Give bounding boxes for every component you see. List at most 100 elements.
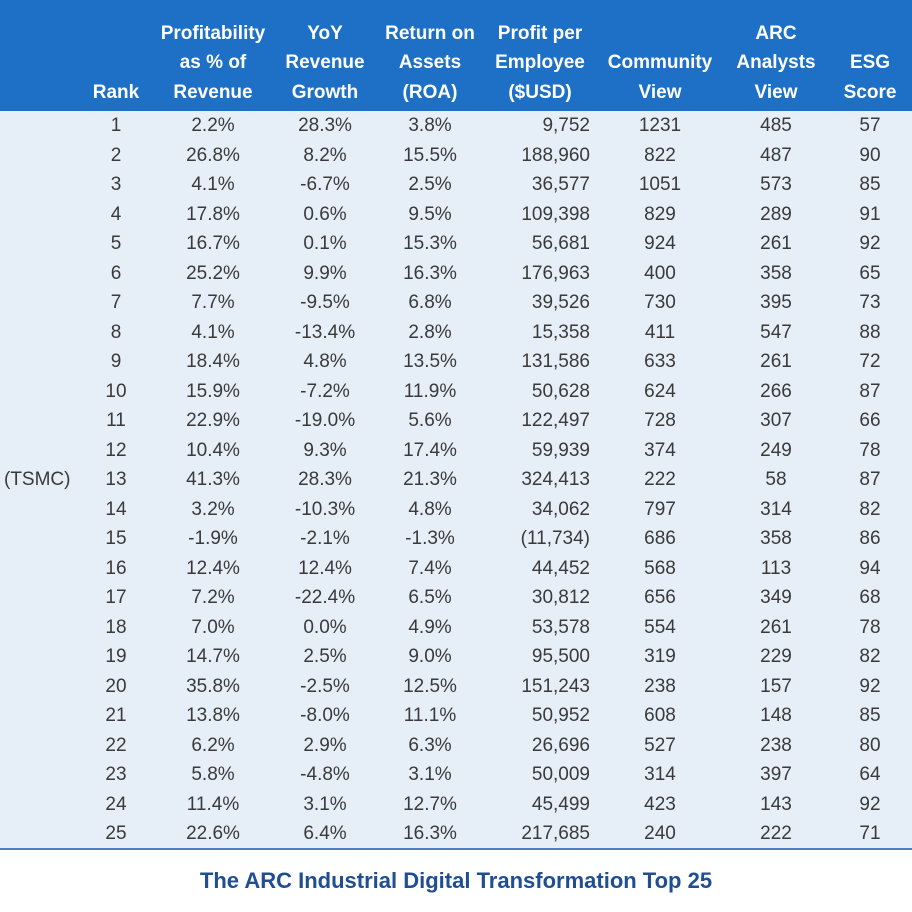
- cell-company: [0, 790, 84, 820]
- table-row: 19 14.7% 2.5% 9.0% 95,500 319 229 82: [0, 642, 912, 672]
- cell-yoy: 0.1%: [303, 233, 347, 254]
- cell-community: 374: [644, 439, 676, 461]
- cell-profitability: 17.8%: [186, 203, 240, 225]
- cell-roa: 16.3%: [403, 262, 457, 284]
- table-row: 10 15.9% -7.2% 11.9% 50,628 624 266 87: [0, 377, 912, 407]
- cell-yoy: 28.3%: [298, 115, 352, 136]
- cell-esg: 72: [859, 351, 881, 372]
- cell-arc: 395: [760, 292, 792, 313]
- cell-roa: 12.7%: [403, 793, 457, 815]
- cell-rank: 2: [110, 144, 122, 166]
- cell-yoy: -6.7%: [300, 174, 350, 195]
- ranking-table: Rank Profitability as % of Revenue YoY R…: [0, 0, 912, 850]
- cell-arc: 222: [760, 823, 792, 844]
- cell-yoy: -22.4%: [294, 587, 356, 608]
- cell-community: 797: [644, 498, 676, 520]
- cell-arc: 229: [760, 646, 792, 667]
- cell-rank: 10: [105, 380, 127, 402]
- cell-ppe: (11,734): [520, 528, 590, 549]
- cell-roa: 5.6%: [408, 410, 452, 431]
- cell-esg: 94: [859, 557, 881, 579]
- table-row: 21 13.8% -8.0% 11.1% 50,952 608 148 85: [0, 701, 912, 731]
- cell-yoy: -8.0%: [300, 705, 350, 726]
- cell-yoy: -10.3%: [294, 498, 356, 520]
- cell-company: [0, 731, 84, 761]
- cell-yoy: -2.5%: [300, 675, 350, 697]
- cell-ppe: 15,358: [531, 321, 590, 343]
- table-row: 2 26.8% 8.2% 15.5% 188,960 822 487 90: [0, 141, 912, 171]
- cell-company: [0, 672, 84, 702]
- cell-roa: 7.4%: [408, 557, 452, 579]
- cell-roa: 11.9%: [403, 380, 457, 402]
- cell-arc: 266: [760, 380, 792, 402]
- cell-arc: 113: [760, 557, 792, 579]
- cell-ppe: 53,578: [531, 616, 590, 638]
- cell-ppe: 34,062: [531, 498, 590, 520]
- cell-roa: 2.5%: [408, 174, 452, 195]
- cell-arc: 261: [760, 616, 792, 638]
- cell-yoy: -9.5%: [300, 292, 350, 313]
- table-row: 4 17.8% 0.6% 9.5% 109,398 829 289 91: [0, 200, 912, 230]
- cell-ppe: 131,586: [521, 351, 590, 372]
- cell-ppe: 45,499: [531, 793, 590, 815]
- cell-arc: 261: [760, 233, 792, 254]
- cell-profitability: 10.4%: [186, 439, 240, 461]
- cell-ppe: 176,963: [521, 262, 590, 284]
- cell-esg: 92: [859, 233, 881, 254]
- cell-arc: 485: [760, 115, 792, 136]
- table-row: (TSMC) 13 41.3% 28.3% 21.3% 324,413 222 58 87: [0, 465, 912, 495]
- table-row: 8 4.1% -13.4% 2.8% 15,358 411 547 88: [0, 318, 912, 348]
- cell-ppe: 122,497: [521, 410, 590, 431]
- table-row: 5 16.7% 0.1% 15.3% 56,681 924 261 92: [0, 229, 912, 259]
- cell-community: 423: [644, 793, 676, 815]
- cell-rank: 20: [105, 675, 127, 697]
- cell-roa: 16.3%: [403, 823, 457, 844]
- cell-rank: 7: [110, 292, 122, 313]
- cell-roa: 4.8%: [408, 498, 452, 520]
- cell-roa: 9.0%: [408, 646, 452, 667]
- header-roa: Return on Assets (ROA): [385, 22, 475, 103]
- cell-roa: 3.8%: [408, 115, 452, 136]
- cell-rank: 3: [110, 174, 122, 195]
- cell-profitability: 13.8%: [186, 705, 240, 726]
- cell-esg: 86: [859, 528, 881, 549]
- cell-rank: 6: [110, 262, 122, 284]
- table-row: 3 4.1% -6.7% 2.5% 36,577 1051 573 85: [0, 170, 912, 200]
- cell-yoy: -19.0%: [294, 410, 356, 431]
- cell-company: [0, 318, 84, 348]
- cell-arc: 307: [760, 410, 792, 431]
- cell-arc: 58: [765, 469, 787, 490]
- cell-ppe: 151,243: [521, 675, 590, 697]
- cell-ppe: 50,952: [531, 705, 590, 726]
- cell-company: [0, 170, 84, 200]
- cell-rank: 24: [105, 793, 127, 815]
- cell-roa: 6.8%: [408, 292, 452, 313]
- cell-company: [0, 701, 84, 731]
- cell-rank: 5: [110, 233, 122, 254]
- cell-esg: 71: [859, 823, 881, 844]
- cell-arc: 238: [760, 734, 792, 756]
- cell-ppe: 30,812: [531, 587, 590, 608]
- cell-profitability: 35.8%: [186, 675, 240, 697]
- cell-ppe: 39,526: [531, 292, 590, 313]
- cell-yoy: 28.3%: [298, 469, 352, 490]
- cell-arc: 547: [760, 321, 792, 343]
- cell-esg: 82: [859, 646, 881, 667]
- cell-community: 1231: [638, 115, 682, 136]
- cell-company: (TSMC): [4, 469, 71, 490]
- cell-esg: 78: [859, 439, 881, 461]
- cell-profitability: -1.9%: [188, 528, 238, 549]
- cell-roa: 9.5%: [408, 203, 452, 225]
- cell-yoy: -7.2%: [300, 380, 350, 402]
- cell-roa: 21.3%: [403, 469, 457, 490]
- cell-ppe: 36,577: [531, 174, 590, 195]
- cell-roa: 6.5%: [408, 587, 452, 608]
- cell-ppe: 324,413: [521, 469, 590, 490]
- cell-esg: 80: [859, 734, 881, 756]
- cell-company: [0, 495, 84, 525]
- cell-community: 240: [644, 823, 676, 844]
- cell-rank: 22: [105, 734, 127, 756]
- cell-roa: 15.3%: [403, 233, 457, 254]
- cell-rank: 13: [105, 469, 127, 490]
- cell-company: [0, 347, 84, 377]
